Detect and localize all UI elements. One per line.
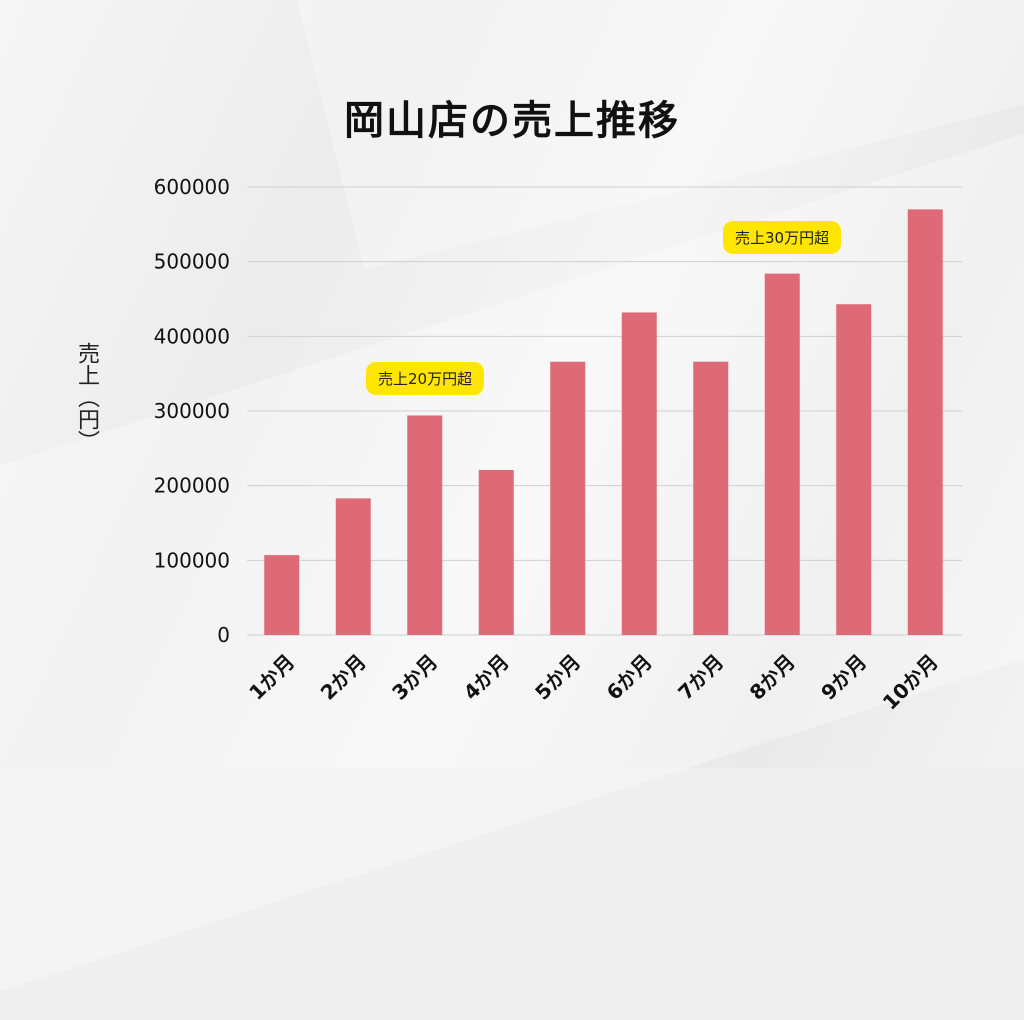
bar [836, 304, 872, 635]
annotation-over-200k: 売上20万円超 [366, 362, 485, 395]
x-tick-label: 10か月 [878, 650, 943, 715]
bar [621, 312, 657, 635]
bar [335, 498, 371, 635]
bar [764, 273, 800, 635]
y-tick-label: 500000 [154, 250, 230, 274]
bar [407, 415, 443, 635]
bar [907, 209, 943, 635]
y-tick-label: 0 [217, 623, 230, 647]
x-tick-label: 1か月 [244, 650, 299, 705]
x-tick-label: 2か月 [316, 650, 371, 705]
x-tick-label: 4か月 [459, 650, 514, 705]
x-tick-label: 7か月 [673, 650, 728, 705]
y-tick-label: 400000 [154, 324, 230, 348]
y-tick-label: 200000 [154, 474, 230, 498]
x-tick-label: 9か月 [816, 650, 871, 705]
x-tick-label: 6か月 [602, 650, 657, 705]
y-tick-label: 300000 [154, 399, 230, 423]
y-tick-label: 600000 [154, 175, 230, 199]
bar [264, 555, 300, 635]
x-tick-label: 5か月 [530, 650, 585, 705]
y-axis-label: 売上（円） [74, 342, 99, 452]
annotation-over-300k: 売上30万円超 [723, 221, 842, 254]
x-tick-label: 8か月 [745, 650, 800, 705]
chart-title: 岡山店の売上推移 [344, 98, 680, 144]
bar [550, 361, 586, 635]
bar [478, 469, 514, 635]
x-tick-label: 3か月 [387, 650, 442, 705]
bar [693, 361, 729, 635]
y-tick-label: 100000 [154, 548, 230, 572]
bar-chart: 0 100000 200000 300000 400000 500000 600000 1か月… [154, 175, 962, 715]
